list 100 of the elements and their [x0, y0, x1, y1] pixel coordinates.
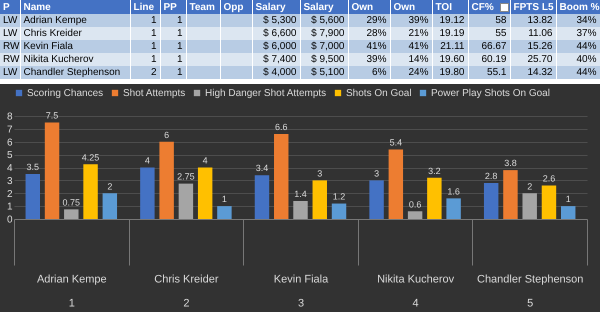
bar [254, 175, 270, 219]
text: 25.70 [527, 54, 552, 65]
text: $ 9,500 [311, 54, 344, 65]
data-label: 3.4 [256, 163, 268, 174]
data-label: 1.2 [332, 192, 346, 202]
text: 41% [366, 41, 386, 52]
data-label: 4 [202, 156, 208, 166]
text: $ 4,000 [263, 67, 296, 78]
data-label: 7.5 [46, 110, 58, 120]
category-label: Opp [220, 0, 252, 14]
text: $ 6,000 [263, 41, 296, 52]
text: 1 [150, 41, 156, 52]
text: Nikita Kucherov [24, 54, 94, 65]
text: 55.1 [487, 67, 506, 78]
text: 34% [576, 15, 596, 26]
text: 44% [576, 67, 596, 78]
text: 1 [176, 67, 182, 78]
bar [159, 142, 174, 219]
data-label: 4 [144, 156, 150, 166]
bar [503, 170, 518, 219]
text: 13.82 [527, 15, 552, 26]
bar [217, 206, 232, 219]
text: LW [3, 28, 18, 39]
category-label: CF% [468, 0, 510, 14]
bar [102, 193, 118, 219]
data-label: 0.75 [62, 197, 80, 208]
text: 19.80 [439, 67, 464, 78]
legend-label: High Danger Shot Attempts [205, 88, 326, 99]
text: 15.26 [527, 41, 552, 52]
bar [140, 168, 155, 219]
y-tick-label: 8 [6, 112, 13, 122]
bar [274, 134, 288, 219]
legend-label: Power Play Shots On Goal [431, 88, 550, 99]
bar [408, 211, 422, 219]
y-tick-label: 3 [6, 176, 13, 187]
data-label: 3.5 [26, 162, 40, 172]
bar [178, 184, 194, 219]
text: 19.60 [439, 54, 464, 65]
data-label: 2 [107, 181, 112, 192]
text: 19.19 [439, 28, 464, 39]
data-label: 3.2 [428, 166, 441, 176]
bar [198, 168, 212, 219]
y-tick-label: 7 [6, 124, 13, 136]
data-label: 0.6 [408, 199, 422, 210]
category-label: Salary [300, 0, 348, 14]
text: 37% [576, 28, 596, 39]
data-label: 2.8 [484, 170, 498, 181]
x-tick-label: Chandler Stephenson 5 [476, 274, 584, 310]
data-label: 5.4 [390, 137, 402, 148]
text: $ 5,600 [311, 15, 344, 26]
bar [388, 149, 404, 219]
text: 39% [408, 15, 428, 26]
bar [312, 180, 327, 219]
text: 29% [366, 15, 386, 26]
x-tick-label: Kevin Fiala 3 [274, 274, 330, 310]
category-label: Salary [252, 0, 300, 14]
data-label: 1.4 [294, 188, 307, 199]
category-label: Own [348, 0, 390, 14]
y-tick-label: 2 [6, 188, 13, 200]
data-label: 3 [317, 168, 322, 178]
text: 24% [408, 67, 428, 78]
text: RW [3, 41, 20, 52]
text: Chandler Stephenson [24, 67, 120, 78]
category-label: TOI [432, 0, 468, 14]
data-label: 4.25 [82, 152, 100, 162]
text: RW [3, 54, 20, 65]
text: LW [3, 15, 18, 26]
text: 1 [150, 15, 156, 26]
data-label: 2 [527, 181, 532, 192]
text: 44% [576, 41, 596, 52]
text: 28% [366, 28, 386, 39]
text: 58 [495, 15, 506, 26]
text: 1 [176, 28, 182, 39]
legend-label: Shots On Goal [346, 88, 412, 99]
data-label: 2.6 [542, 174, 556, 184]
text: 14.32 [527, 67, 552, 78]
bar [293, 200, 308, 219]
text: 11.06 [528, 28, 552, 39]
bar [369, 180, 384, 219]
text: 60.19 [481, 54, 506, 65]
data-label: 1 [222, 194, 227, 204]
category-label: Boom % [556, 0, 600, 14]
text: Adrian Kempe [24, 15, 87, 26]
text: $ 5,300 [263, 15, 296, 26]
text: $ 7,900 [311, 28, 344, 39]
y-tick-label: 6 [6, 137, 13, 148]
x-tick-label: Chris Kreider 2 [154, 274, 219, 310]
category-label: P [0, 0, 20, 14]
bar [446, 198, 461, 219]
data-label: 6 [164, 130, 170, 140]
bar [542, 186, 556, 219]
data-label: 3.8 [504, 158, 517, 168]
bar [484, 182, 498, 219]
bar [561, 206, 576, 219]
text: 40% [576, 54, 596, 65]
text: 1 [150, 28, 156, 39]
bar [44, 122, 60, 219]
text: 55 [495, 28, 506, 39]
text: 1 [176, 54, 182, 65]
bar [332, 204, 346, 219]
